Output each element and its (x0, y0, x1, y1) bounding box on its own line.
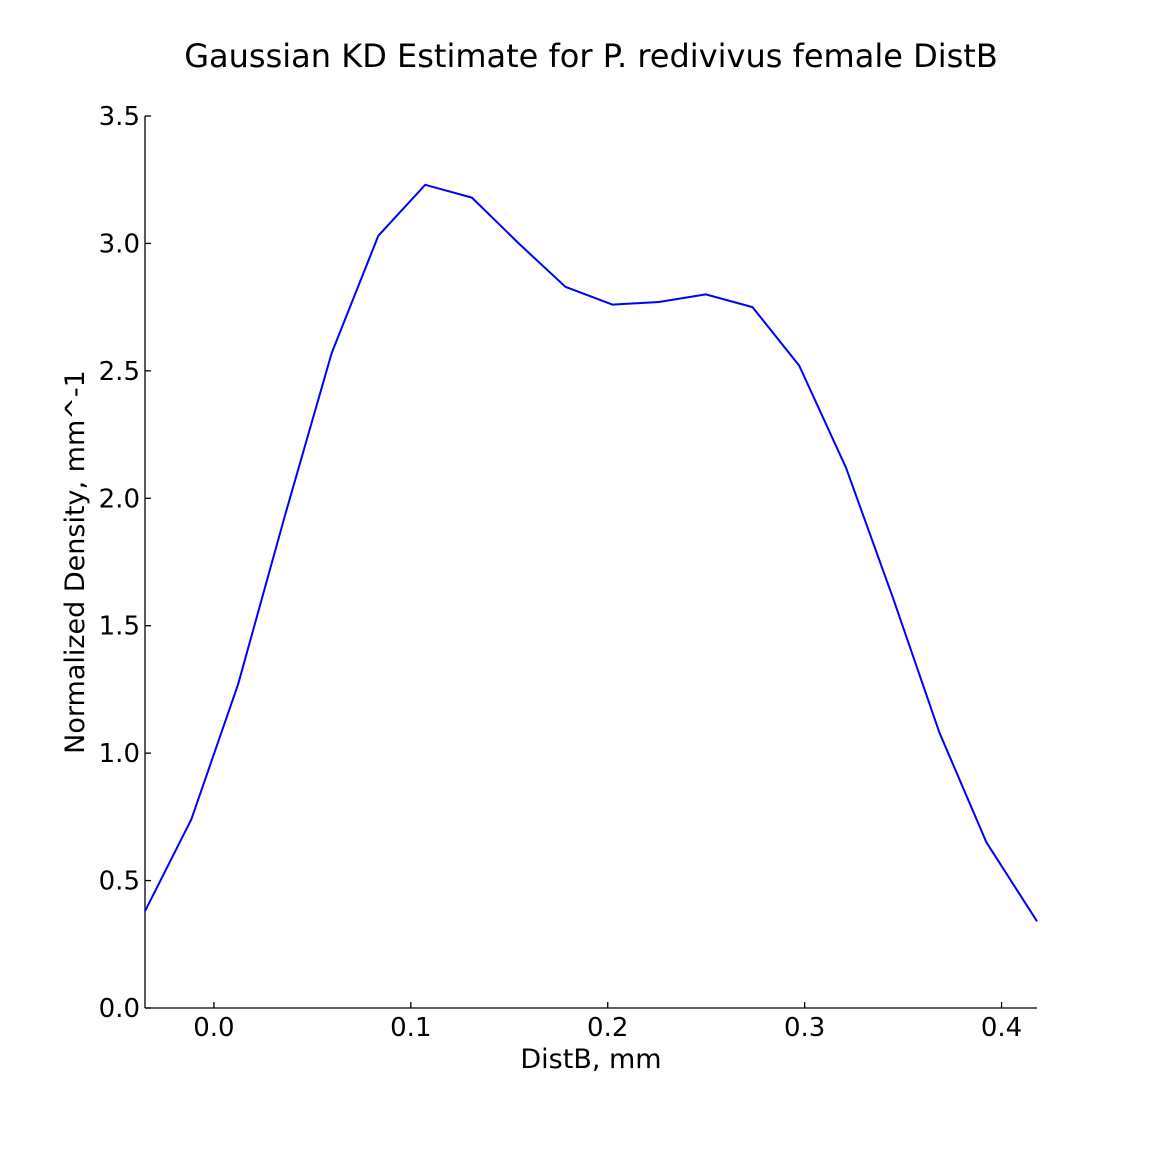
x-tick-label: 0.4 (981, 1013, 1022, 1043)
y-tick-label: 3.0 (99, 229, 140, 259)
y-tick-label: 1.0 (99, 739, 140, 769)
series-line-0 (144, 183, 1038, 922)
chart-title: Gaussian KD Estimate for P. redivivus fe… (184, 37, 998, 75)
x-tick-label: 0.1 (390, 1013, 431, 1043)
y-tick-label: 2.0 (99, 484, 140, 514)
y-tick-label: 3.5 (99, 102, 140, 132)
x-tick-label: 0.3 (784, 1013, 825, 1043)
x-tick-label: 0.0 (193, 1013, 234, 1043)
plot-area: 0.0 0.5 1.0 1.5 2.0 2.5 3.0 3.5 0.0 0.1 0.2 0.3 0.4 (99, 102, 1038, 1043)
y-tick-label: 2.5 (99, 357, 140, 387)
y-tick-label: 0.5 (99, 867, 140, 897)
x-axis-label: DistB, mm (520, 1044, 661, 1075)
x-tick-label: 0.2 (587, 1013, 628, 1043)
y-axis-label: Normalized Density, mm^-1 (60, 370, 91, 754)
y-tick-label: 0.0 (99, 994, 140, 1024)
y-tick-label: 1.5 (99, 612, 140, 642)
